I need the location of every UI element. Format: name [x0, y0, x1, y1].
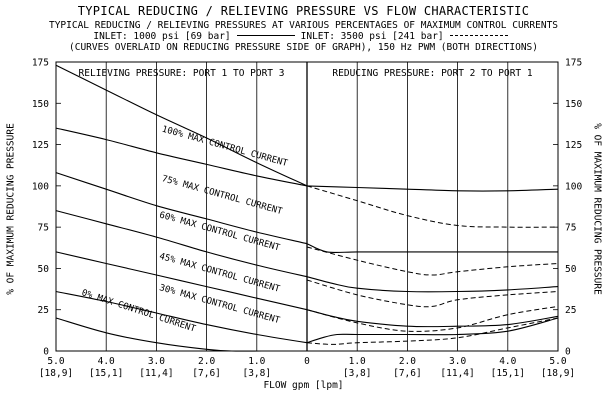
chart-title: TYPICAL REDUCING / RELIEVING PRESSURE VS… [77, 4, 530, 18]
x-tick-label-lpm: [11,4] [139, 368, 173, 379]
y-tick-label-left: 25 [38, 305, 49, 316]
legend-solid-label: INLET: 1000 psi [69 bar] [93, 31, 231, 42]
region-label-relieving: RELIEVING PRESSURE: PORT 1 TO PORT 3 [79, 68, 285, 79]
x-axis-label: FLOW gpm [lpm] [263, 380, 344, 391]
legend-solid-swatch [236, 35, 295, 36]
relieving-curve-1 [55, 172, 308, 245]
x-tick-label-lpm: [3,8] [242, 368, 271, 379]
relieving-curve-4 [55, 290, 308, 344]
reducing-dashed-curve-3 [306, 305, 559, 332]
x-tick-label-gpm: 1.0 [349, 356, 366, 367]
curve-label-2: 60% MAX CONTROL CURRENT [158, 210, 281, 253]
y-tick-label-left: 175 [32, 58, 49, 69]
chart-note: (CURVES OVERLAID ON REDUCING PRESSURE SI… [69, 42, 538, 53]
y-tick-label-left: 75 [38, 223, 49, 234]
x-tick-label-lpm: [11,4] [440, 368, 474, 379]
x-tick-label-gpm: 3.0 [148, 356, 165, 367]
y-tick-label-right: 125 [565, 140, 582, 151]
chart-subtitle: TYPICAL REDUCING / RELIEVING PRESSURES A… [48, 20, 559, 31]
region-label-reducing: REDUCING PRESSURE: PORT 2 TO PORT 1 [332, 68, 532, 79]
legend-dashed-label: INLET: 3500 psi [241 bar] [300, 31, 444, 42]
reducing-dashed-curve-4 [306, 317, 559, 345]
y-tick-label-right: 150 [565, 99, 582, 110]
x-tick-label-lpm: [3,8] [343, 368, 372, 379]
y-tick-label-right: 100 [565, 181, 582, 192]
y-tick-label-left: 100 [32, 181, 49, 192]
y-tick-label-left: 150 [32, 99, 49, 110]
relieving-curve-top [55, 64, 308, 187]
relieving-curve-0 [55, 127, 308, 187]
x-tick-label-lpm: [7,6] [393, 368, 422, 379]
y-tick-label-right: 175 [565, 58, 582, 69]
x-tick-label-gpm: 5.0 [549, 356, 566, 367]
y-tick-label-left: 0 [43, 347, 49, 358]
reducing-solid-curve-2 [306, 276, 559, 293]
y-tick-label-right: 0 [565, 347, 571, 358]
curve-label-1: 75% MAX CONTROL CURRENT [161, 174, 284, 217]
y-tick-label-right: 50 [565, 264, 577, 275]
y-tick-label-right: 25 [565, 305, 576, 316]
x-tick-label-lpm: [18,9] [541, 368, 575, 379]
x-tick-label-gpm: 2.0 [198, 356, 215, 367]
y-tick-label-left: 50 [38, 264, 50, 275]
x-tick-label-lpm: [18,9] [39, 368, 73, 379]
x-tick-label-gpm: 5.0 [47, 356, 64, 367]
y-axis-label-left: % OF MAXIMUM REDUCING PRESSURE [5, 123, 17, 295]
relieving-curve-5 [55, 317, 307, 352]
reducing-dashed-curve-1 [306, 246, 559, 276]
x-tick-label-gpm: 4.0 [499, 356, 516, 367]
y-axis-label-right: % OF MAXIMUM REDUCING PRESSURE [591, 123, 603, 295]
x-tick-label-gpm: 1.0 [248, 356, 265, 367]
y-tick-label-left: 125 [32, 140, 49, 151]
reducing-dashed-curve-2 [306, 279, 559, 308]
reducing-solid-curve-0 [306, 185, 559, 192]
legend-row: INLET: 1000 psi [69 bar] INLET: 3500 psi … [0, 31, 607, 42]
relieving-curve-3 [55, 251, 308, 311]
x-tick-label-lpm: [15,1] [89, 368, 123, 379]
x-tick-label-gpm: 3.0 [449, 356, 466, 367]
curve-label-0: 100% MAX CONTROL CURRENT [161, 125, 290, 170]
x-tick-label-lpm: [15,1] [491, 368, 525, 379]
reducing-solid-curve-4 [306, 317, 559, 344]
reducing-dashed-curve-0 [306, 185, 559, 228]
relieving-curve-2 [55, 210, 308, 278]
x-tick-label-lpm: [7,6] [192, 368, 221, 379]
x-tick-label-gpm: 2.0 [399, 356, 416, 367]
y-tick-label-right: 75 [565, 223, 576, 234]
reducing-solid-curve-1 [306, 243, 558, 254]
x-tick-label-gpm: 0 [304, 356, 310, 367]
x-tick-label-gpm: 4.0 [98, 356, 115, 367]
legend-dashed-swatch [449, 35, 508, 36]
